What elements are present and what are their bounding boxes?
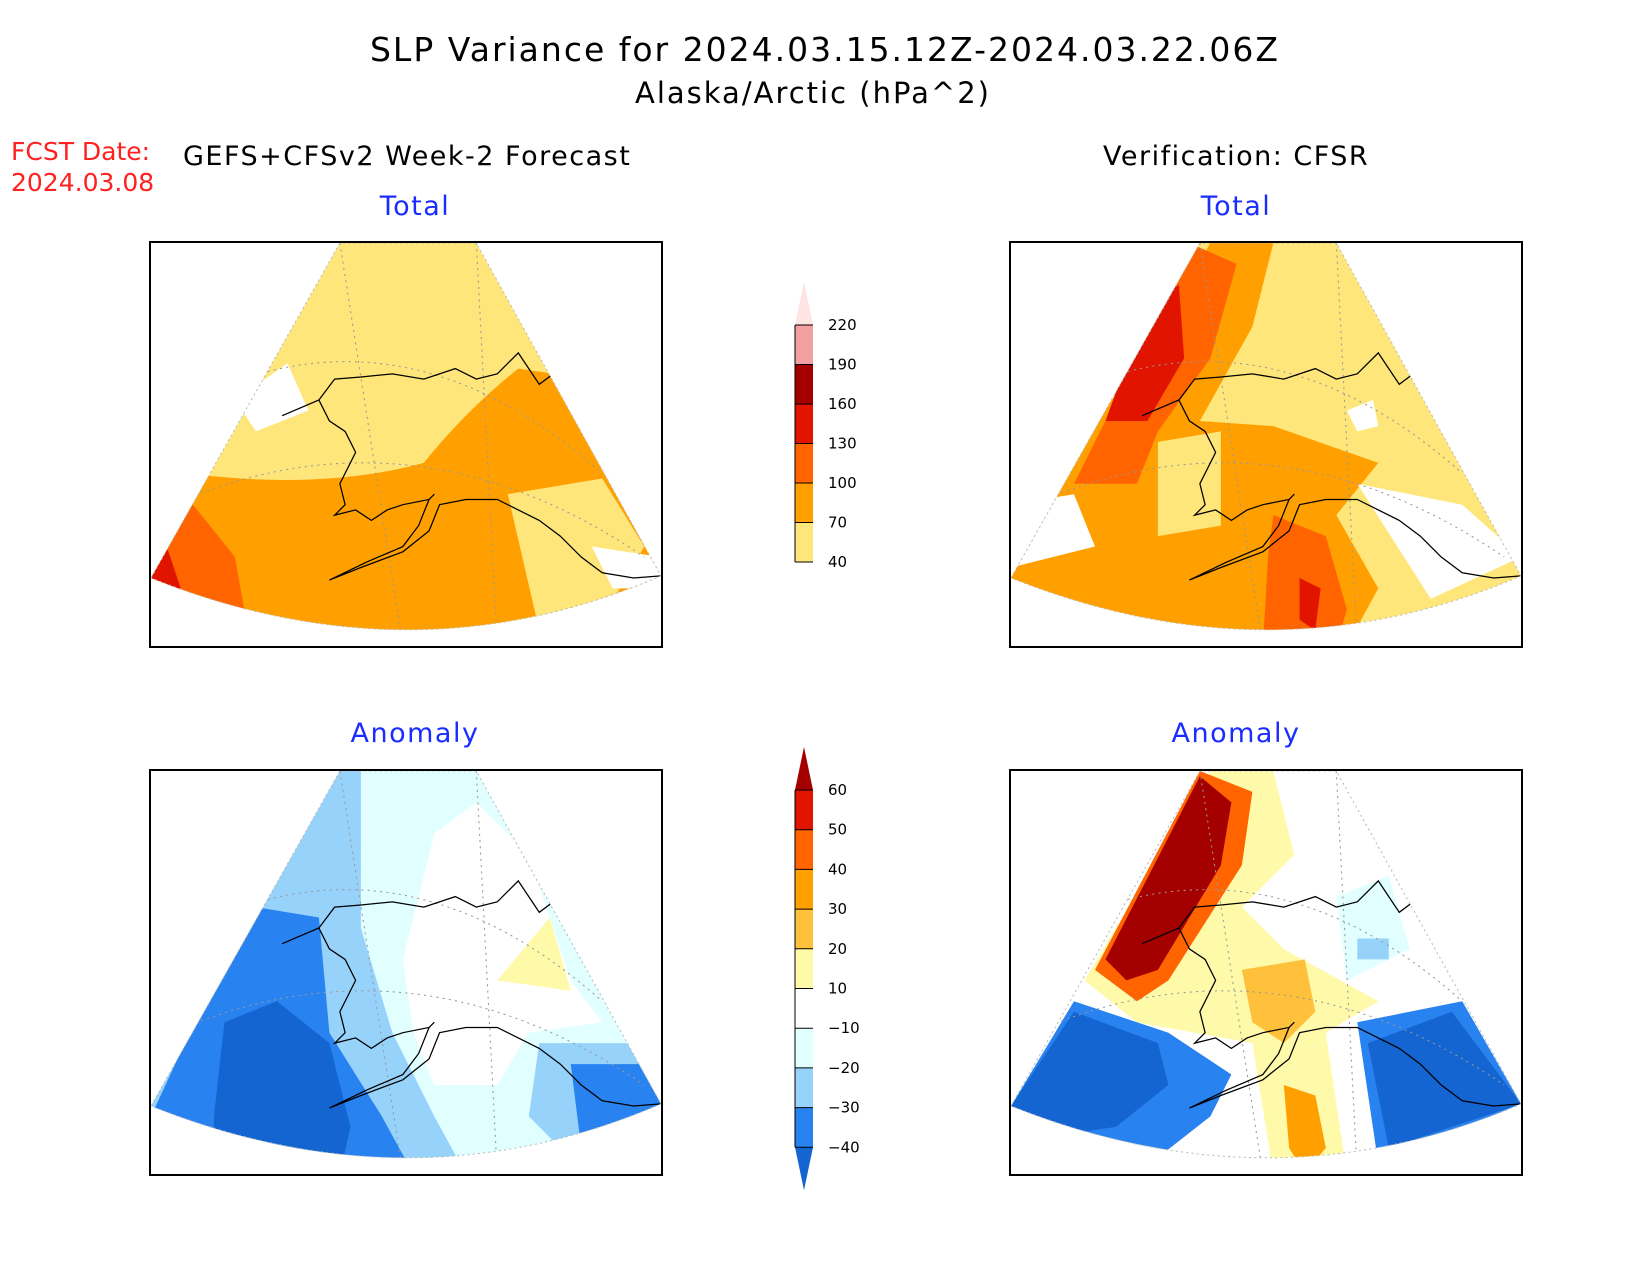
fcst-label: FCST Date: [11,137,151,166]
contour-region [497,917,571,991]
colorbar-segment [795,988,813,1029]
map-boundary [1011,243,1521,631]
colorbar-total: 40 70 100 130 160 190 220 [790,280,870,610]
contour-region [570,1064,661,1148]
colorbar-segment [795,364,813,404]
colorbar-tick-label: 30 [828,900,847,918]
colorbar-segment [795,1147,813,1191]
colorbar-segment [795,747,813,790]
contour-region [234,363,309,432]
panel-title-bottom-right: Anomaly [1171,718,1301,749]
colorbar-tick-label: 40 [828,553,847,571]
colorbar-segment [795,443,813,483]
colorbar-tick-label: 100 [828,474,857,492]
figure-title: SLP Variance for 2024.03.15.12Z-2024.03.… [369,30,1281,69]
panel-title-top-right: Total [1200,191,1272,222]
coastline [281,879,661,1109]
contour-field [1011,771,1521,1158]
colorbar-tick-label: −30 [828,1099,860,1117]
colorbar-tick-label: 40 [828,860,847,878]
contour-region [1357,483,1521,599]
colorbar-svg: 40 70 100 130 160 190 220 [794,282,857,605]
contour-region [1357,938,1389,960]
colorbar-segment [795,829,813,870]
colorbar-segment [795,522,813,562]
graticule [171,243,645,630]
map-boundary [1011,771,1521,1159]
colorbar-segment [795,325,813,365]
colorbar-segment [795,1107,813,1148]
colorbar-tick-label: 190 [828,356,857,374]
map-boundary [151,771,661,1159]
colorbar-tick-label: −10 [828,1019,860,1037]
contour-region [1367,1011,1521,1148]
colorbar-segment [795,909,813,949]
colorbar-segment [795,1028,813,1068]
colorbar-tick-label: 20 [828,940,847,958]
verification-header: Verification: CFSR [1103,141,1370,172]
fcst-date: 2024.03.08 [11,168,155,197]
colorbar-tick-label: 10 [828,980,847,998]
graticule [1031,243,1505,630]
contour-region [1105,284,1185,421]
contour-region [1011,1011,1169,1138]
colorbar-segment [795,790,813,830]
map-verification-anomaly [1009,769,1523,1176]
contour-region [1157,431,1221,537]
colorbar-segment [795,483,813,523]
colorbar-tick-label: 50 [828,821,847,839]
colorbar-segment [795,282,813,325]
colorbar-tick-label: 60 [828,781,847,799]
coastline [1141,879,1521,1109]
colorbar-tick-label: −40 [828,1138,860,1156]
contour-region [1299,577,1321,630]
coastline [1141,351,1521,581]
contour-region [1241,959,1316,1044]
colorbar-svg: −40 −30 −20 −10 10 20 30 40 50 60 [794,747,860,1191]
forecast-header: GEFS+CFSv2 Week-2 Forecast [183,141,632,172]
map-boundary [151,243,661,631]
contour-field [151,243,661,630]
colorbar-tick-label: 70 [828,514,847,532]
colorbar-tick-label: 130 [828,435,857,453]
contour-region [1346,400,1379,432]
graticule [171,771,645,1158]
colorbar-segment [795,1067,813,1108]
contour-field [151,771,661,1158]
contour-region [1105,776,1232,981]
panel-title-bottom-left: Anomaly [350,718,480,749]
map-forecast-total [149,241,663,648]
colorbar-tick-label: 220 [828,316,857,334]
colorbar-tick-label: −20 [828,1059,860,1077]
colorbar-segment [795,869,813,910]
map-forecast-anomaly [149,769,663,1176]
contour-region [402,802,603,1086]
contour-field [1011,243,1521,630]
colorbar-segment [795,948,813,989]
panel-title-top-left: Total [379,191,451,222]
figure-subtitle: Alaska/Arctic (hPa^2) [635,76,991,110]
contour-region [213,1001,351,1158]
map-verification-total [1009,241,1523,648]
colorbar-segment [795,404,813,444]
graticule [1031,771,1505,1158]
colorbar-anomaly: −40 −30 −20 −10 10 20 30 40 50 60 [790,745,870,1205]
colorbar-tick-label: 160 [828,395,857,413]
contour-region [1283,1085,1326,1158]
colorbar-segment [795,562,813,605]
coastline [281,351,661,581]
contour-region [507,478,645,630]
contour-region [1336,875,1410,981]
